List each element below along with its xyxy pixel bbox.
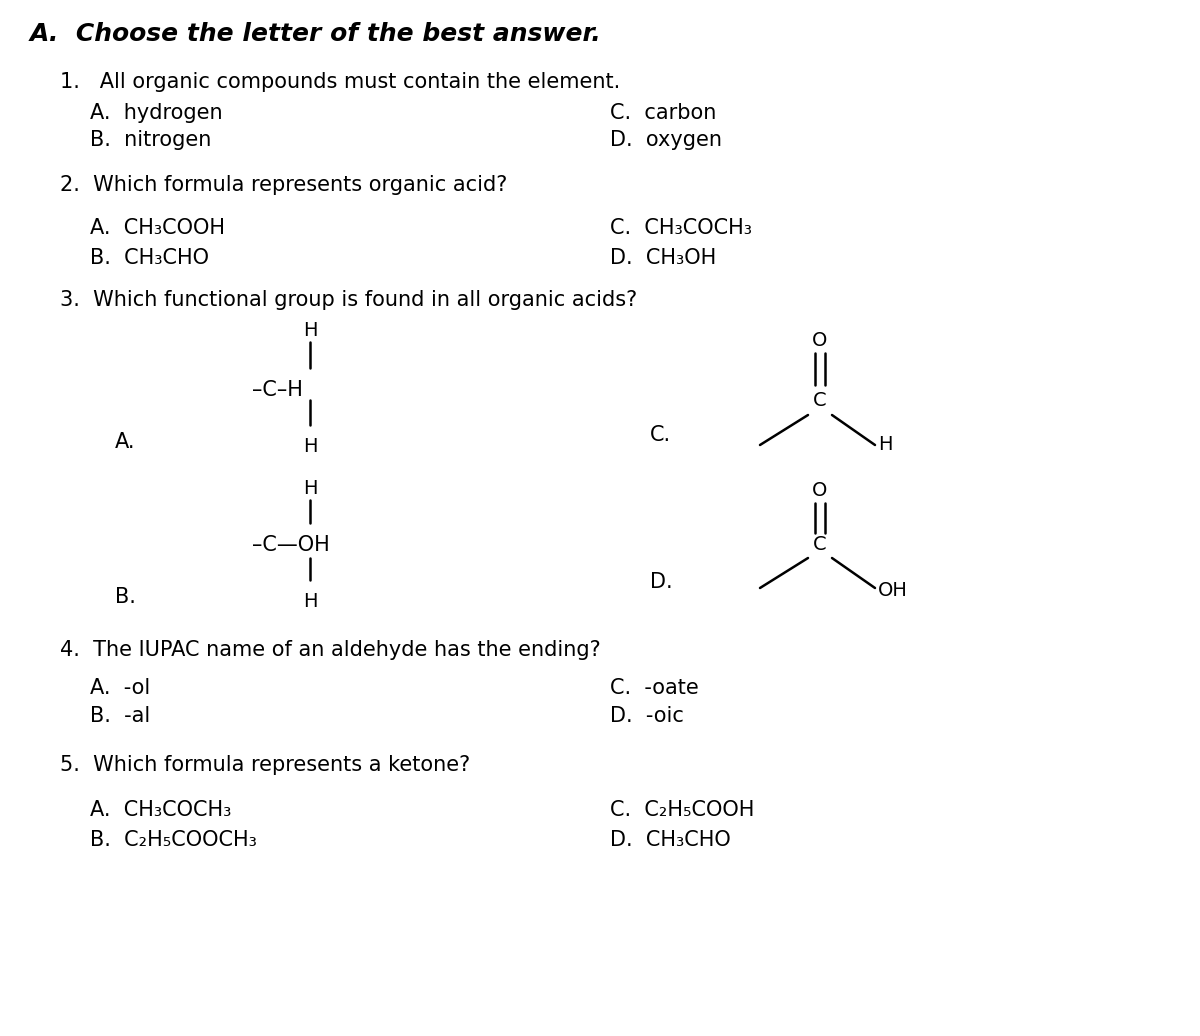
Text: C: C <box>814 536 827 554</box>
Text: H: H <box>302 437 317 456</box>
Text: B.  nitrogen: B. nitrogen <box>90 130 211 150</box>
Text: A.  CH₃COOH: A. CH₃COOH <box>90 218 226 238</box>
Text: 1.   All organic compounds must contain the element.: 1. All organic compounds must contain th… <box>60 71 620 92</box>
Text: C.  -oate: C. -oate <box>610 678 698 698</box>
Text: O: O <box>812 330 828 349</box>
Text: B.  C₂H₅COOCH₃: B. C₂H₅COOCH₃ <box>90 830 257 850</box>
Text: B.  -al: B. -al <box>90 706 150 726</box>
Text: 5.  Which formula represents a ketone?: 5. Which formula represents a ketone? <box>60 755 470 775</box>
Text: H: H <box>878 435 893 455</box>
Text: A.  hydrogen: A. hydrogen <box>90 103 223 123</box>
Text: 2.  Which formula represents organic acid?: 2. Which formula represents organic acid… <box>60 175 508 195</box>
Text: D.  CH₃CHO: D. CH₃CHO <box>610 830 731 850</box>
Text: A.  CH₃COCH₃: A. CH₃COCH₃ <box>90 800 232 821</box>
Text: H: H <box>302 592 317 611</box>
Text: C.  CH₃COCH₃: C. CH₃COCH₃ <box>610 218 752 238</box>
Text: C.  carbon: C. carbon <box>610 103 716 123</box>
Text: C.: C. <box>650 425 671 445</box>
Text: B.: B. <box>115 587 136 607</box>
Text: B.  CH₃CHO: B. CH₃CHO <box>90 248 209 268</box>
Text: 3.  Which functional group is found in all organic acids?: 3. Which functional group is found in al… <box>60 290 637 310</box>
Text: 4.  The IUPAC name of an aldehyde has the ending?: 4. The IUPAC name of an aldehyde has the… <box>60 640 601 660</box>
Text: A.  -ol: A. -ol <box>90 678 150 698</box>
Text: D.  -oic: D. -oic <box>610 706 684 726</box>
Text: H: H <box>302 320 317 340</box>
Text: A.: A. <box>115 432 136 452</box>
Text: C: C <box>814 391 827 409</box>
Text: –C—OH: –C—OH <box>252 535 330 555</box>
Text: D.: D. <box>650 572 673 592</box>
Text: O: O <box>812 481 828 499</box>
Text: D.  CH₃OH: D. CH₃OH <box>610 248 716 268</box>
Text: –C–H: –C–H <box>252 380 302 400</box>
Text: A.  Choose the letter of the best answer.: A. Choose the letter of the best answer. <box>30 22 601 46</box>
Text: C.  C₂H₅COOH: C. C₂H₅COOH <box>610 800 755 821</box>
Text: H: H <box>302 479 317 497</box>
Text: D.  oxygen: D. oxygen <box>610 130 722 150</box>
Text: OH: OH <box>878 580 908 600</box>
